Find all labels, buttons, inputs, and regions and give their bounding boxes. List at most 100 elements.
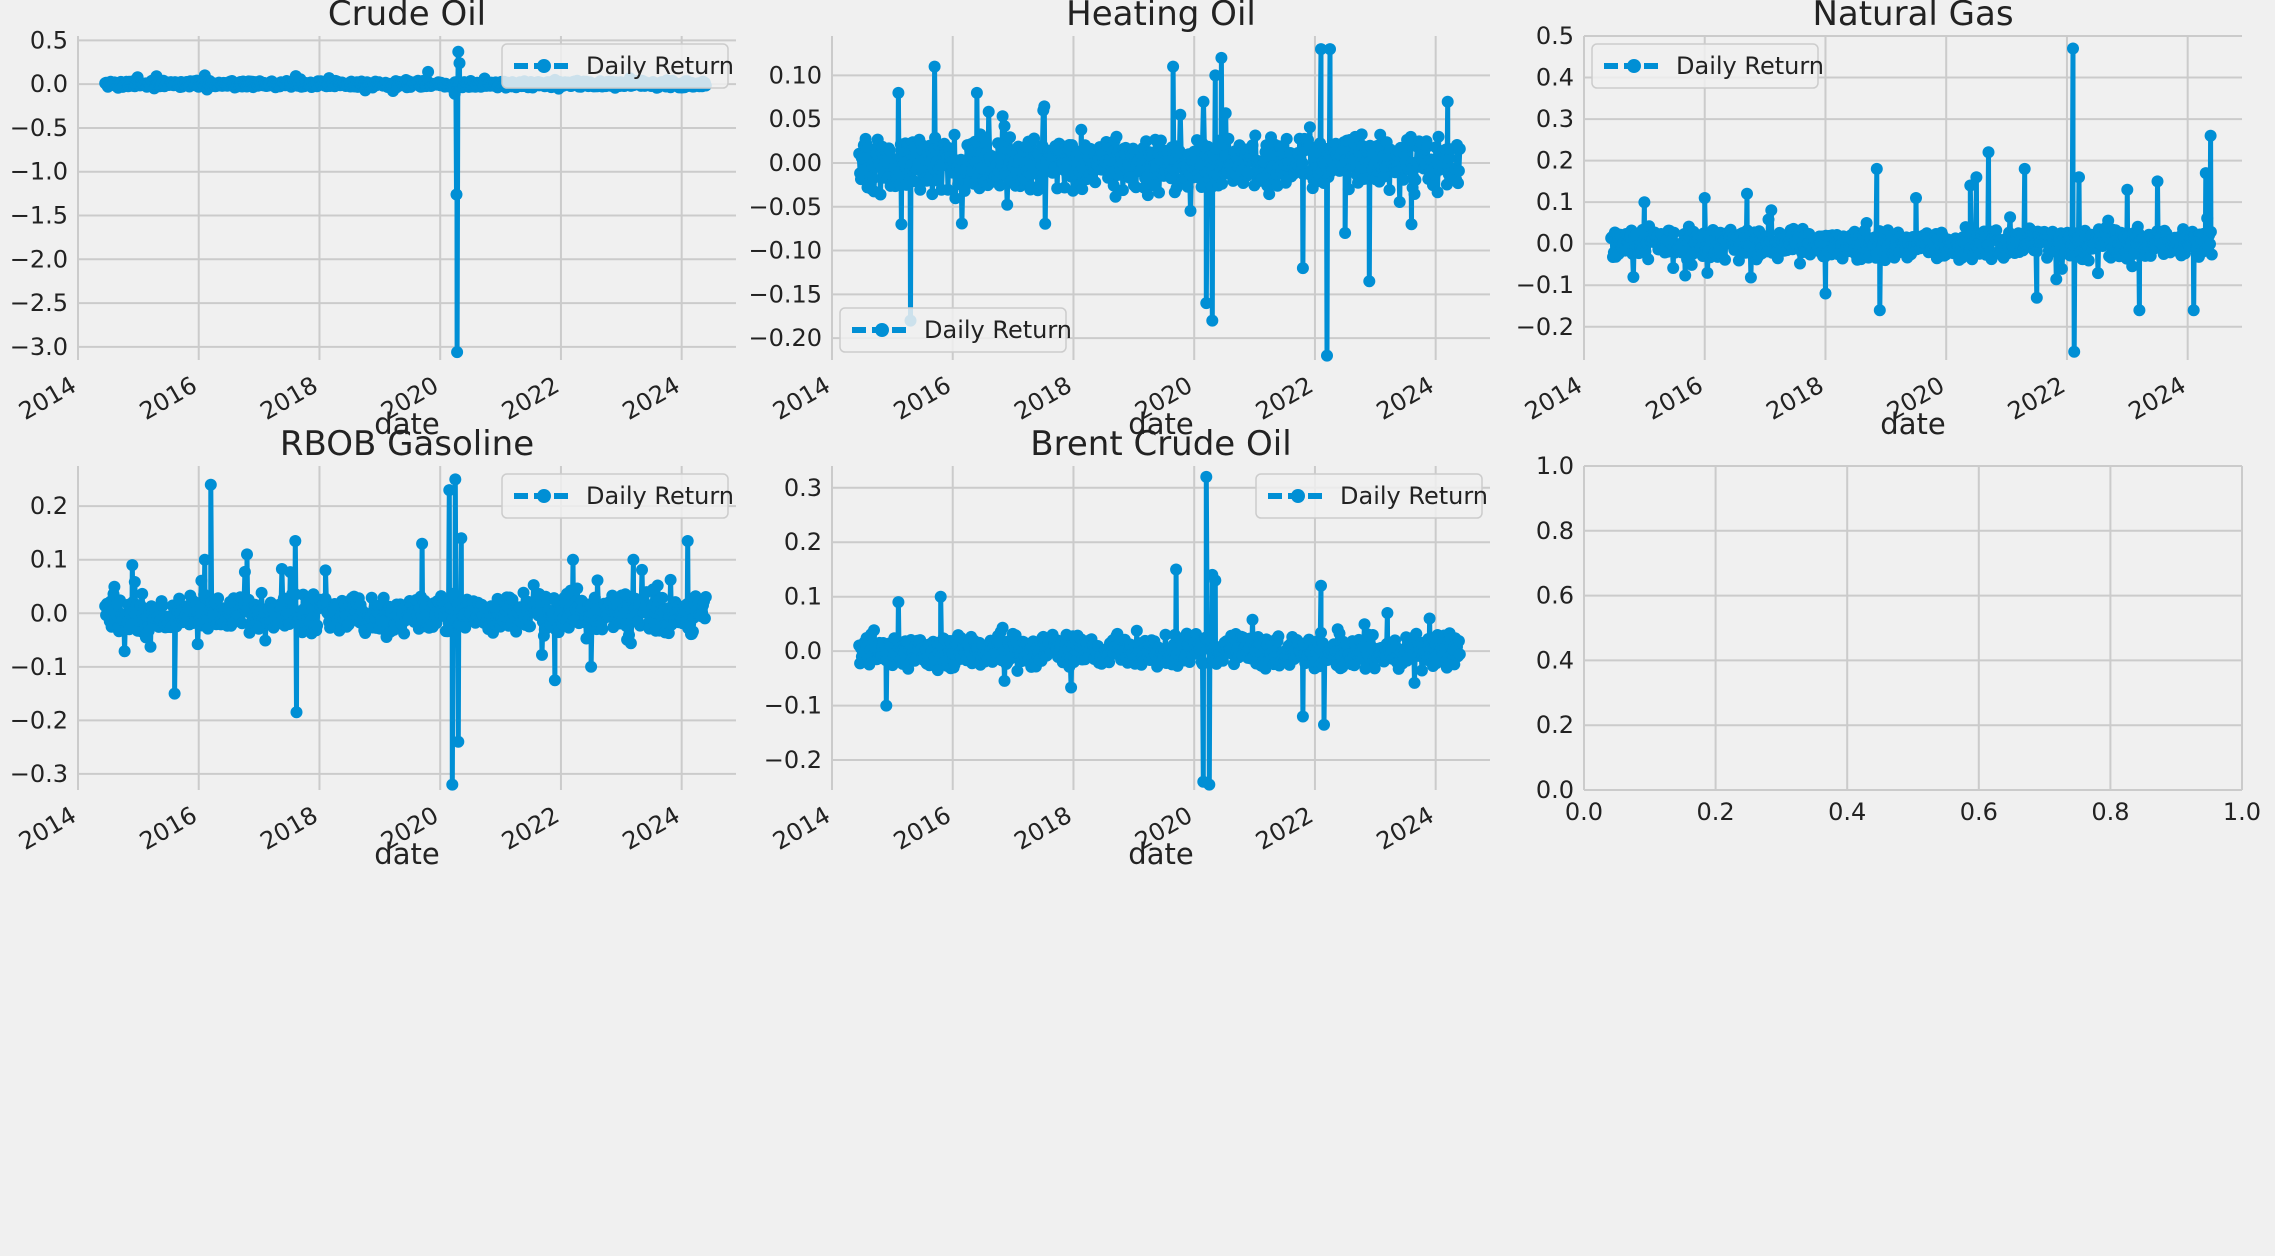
data-point (1423, 612, 1436, 625)
y-tick-label: −0.1 (1516, 271, 1574, 299)
data-point (1127, 142, 1140, 155)
data-point (1215, 51, 1228, 64)
data-point (902, 662, 915, 675)
y-tick-label: 0.05 (769, 105, 822, 133)
data-point (452, 735, 465, 748)
data-point (2204, 225, 2217, 238)
data-point (255, 586, 268, 599)
y-tick-label: −0.2 (764, 746, 822, 774)
data-point (1765, 204, 1778, 217)
data-point (1910, 192, 1922, 204)
data-point (1441, 95, 1454, 108)
data-point (1452, 164, 1465, 177)
data-point (1280, 132, 1293, 145)
legend-marker-swatch (537, 489, 551, 503)
data-point (1263, 188, 1276, 201)
data-point (1246, 613, 1259, 626)
data-point (1324, 43, 1336, 56)
data-point (2082, 254, 2095, 267)
data-point (443, 484, 456, 497)
x-axis-label: date (1880, 407, 1945, 441)
y-tick-label: 0.1 (30, 546, 68, 574)
x-tick-label: 2022 (497, 801, 564, 856)
data-point (195, 574, 208, 587)
series-markers (99, 45, 712, 359)
data-point (929, 131, 942, 144)
y-tick-label: 0.0 (1536, 230, 1574, 258)
data-point (1200, 297, 1213, 310)
legend-label: Daily Return (586, 52, 734, 80)
x-tick-label: 2016 (1641, 371, 1708, 426)
data-point (1303, 121, 1316, 134)
data-point (596, 623, 609, 636)
data-point (548, 674, 561, 687)
data-point (1296, 157, 1309, 169)
legend-marker-swatch (1627, 59, 1641, 73)
data-point (949, 192, 962, 205)
data-point (1089, 176, 1102, 189)
data-point (1219, 107, 1232, 120)
data-point (416, 537, 429, 550)
data-point (524, 620, 536, 633)
data-point (2067, 42, 2079, 55)
data-point (108, 580, 121, 593)
data-point (168, 687, 181, 700)
data-point (580, 632, 593, 645)
data-point (651, 579, 664, 592)
y-tick-label: 0.2 (784, 528, 822, 556)
data-point (118, 645, 131, 658)
data-point (536, 648, 548, 661)
data-point (1076, 183, 1089, 196)
legend: Daily Return (1255, 473, 1488, 519)
y-tick-label: −0.2 (10, 706, 68, 734)
data-point (567, 553, 579, 566)
data-point (996, 110, 1009, 123)
data-point (447, 587, 460, 600)
data-point (1249, 129, 1262, 142)
x-tick-label: 2016 (889, 371, 956, 426)
y-tick-label: 0.1 (1536, 188, 1574, 216)
x-tick-label: 2018 (256, 801, 323, 856)
data-point (238, 565, 251, 578)
y-tick-label: 0.4 (1536, 646, 1574, 674)
data-point (982, 105, 995, 118)
data-point (1405, 218, 1418, 231)
data-point (1116, 184, 1129, 197)
data-point (1348, 659, 1361, 672)
data-point (992, 137, 1004, 150)
y-tick-label: 0.3 (784, 474, 822, 502)
data-point (1159, 628, 1172, 641)
x-tick-label: 2014 (768, 801, 835, 856)
data-point (452, 45, 465, 58)
y-tick-label: 0.4 (1536, 64, 1574, 92)
subplot-title: RBOB Gasoline (280, 424, 534, 464)
series-markers (853, 470, 1466, 791)
data-point (1870, 162, 1883, 175)
y-tick-label: 0.0 (30, 599, 68, 627)
data-point (1638, 196, 1651, 209)
data-point (1001, 198, 1014, 211)
data-point (1141, 189, 1154, 202)
data-point (1130, 624, 1143, 637)
data-point (2151, 175, 2164, 188)
data-point (1432, 130, 1445, 143)
data-point (627, 553, 640, 566)
subplot-title: Heating Oil (1066, 0, 1256, 34)
data-point (1203, 778, 1216, 791)
x-tick-label: 2014 (1520, 371, 1587, 426)
data-point (926, 188, 939, 201)
y-tick-label: 1.0 (1536, 452, 1574, 480)
x-axis-label: date (1128, 407, 1193, 441)
data-point (1075, 123, 1088, 136)
data-point (398, 627, 411, 640)
data-point (907, 175, 920, 188)
y-tick-label: −3.0 (10, 333, 68, 361)
data-point (1222, 132, 1235, 145)
data-point (1453, 142, 1466, 155)
x-tick-label: 2016 (135, 371, 202, 426)
data-point (1409, 174, 1422, 186)
data-point (1368, 662, 1381, 675)
data-point (1034, 178, 1047, 190)
data-point (1377, 170, 1390, 183)
